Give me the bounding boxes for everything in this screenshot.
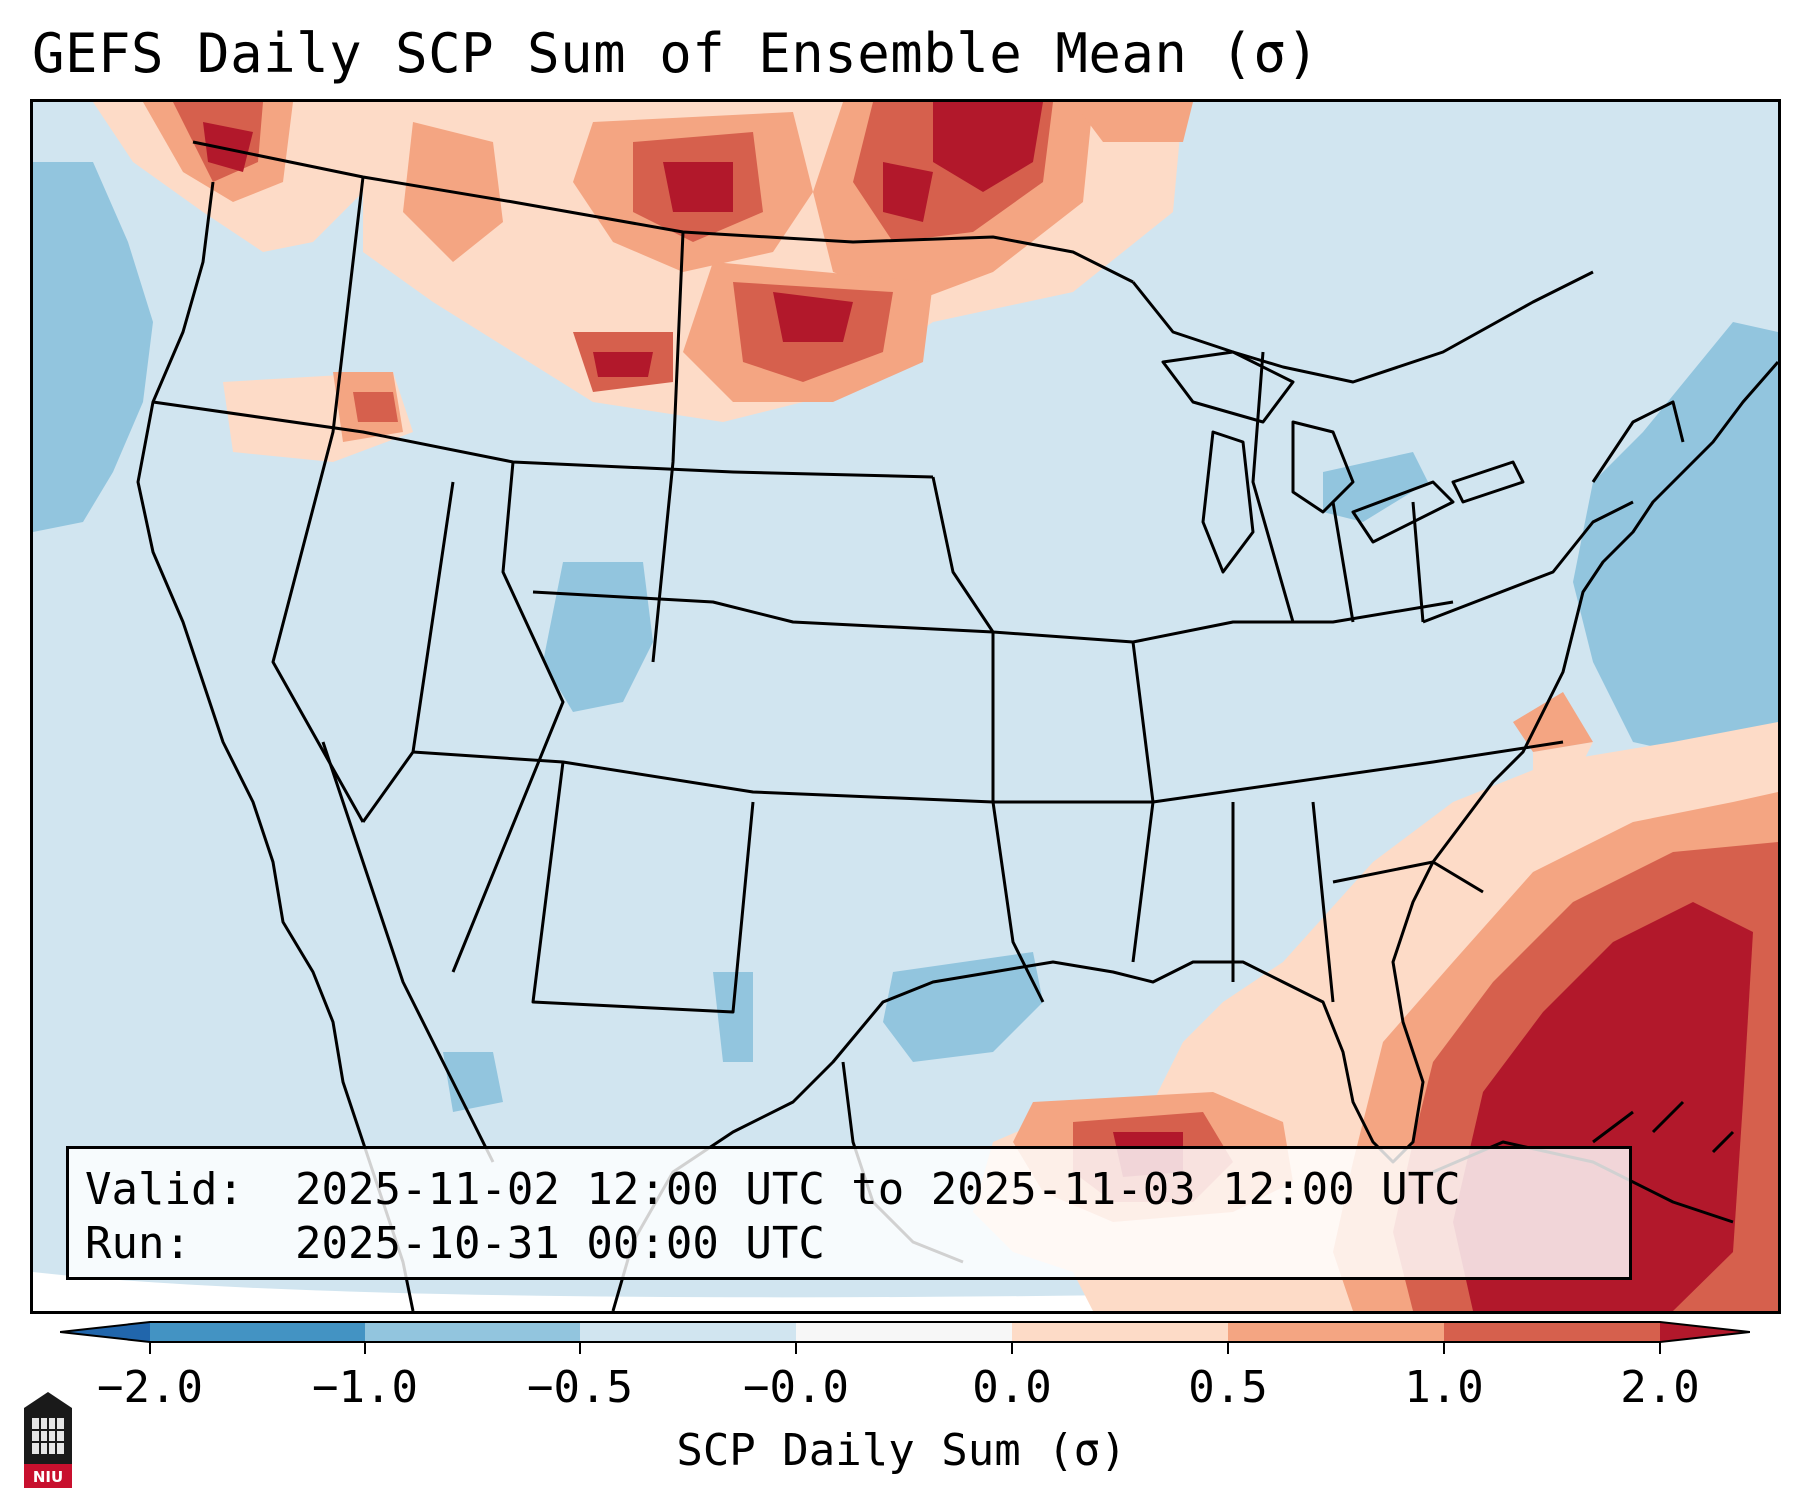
colorbar <box>60 1321 1750 1354</box>
colorado-low-area <box>543 562 653 712</box>
state-line-16 <box>1591 400 1685 483</box>
scp-map <box>33 102 1778 1311</box>
colorbar-bin-5 <box>1012 1322 1228 1342</box>
map-title: GEFS Daily SCP Sum of Ensemble Mean (σ) <box>32 22 1320 85</box>
state-line-15 <box>1332 860 1484 894</box>
valid-value: 2025-11-02 12:00 UTC to 2025-11-03 12:00… <box>295 1164 1461 1215</box>
colorbar-bin-6 <box>1228 1322 1444 1342</box>
canada-border-east <box>1131 270 1594 384</box>
atlantic-low-area <box>1573 322 1778 762</box>
state-line-14 <box>1422 500 1634 624</box>
colorbar-bin-1 <box>150 1322 365 1342</box>
lake-superior <box>1161 350 1295 424</box>
colorbar-over-arrow <box>1660 1322 1750 1342</box>
tick-label: 0.5 <box>1188 1362 1268 1413</box>
baja-coastline <box>321 741 495 1163</box>
run-line: Run: 2025-10-31 00:00 UTC <box>85 1217 1629 1271</box>
gulf-texas-low-area <box>883 952 1043 1062</box>
lake-ontario <box>1451 460 1525 504</box>
logo-text: NIU <box>33 1468 63 1486</box>
state-line-8 <box>531 761 755 1014</box>
valid-line: Valid: 2025-11-02 12:00 UTC to 2025-11-03… <box>85 1163 1629 1217</box>
state-line-9 <box>991 632 1045 1003</box>
map-panel[interactable] <box>30 99 1781 1314</box>
colorbar-bin-3 <box>580 1322 796 1342</box>
colorbar-ticks <box>149 1342 1661 1354</box>
state-line-6 <box>532 590 994 634</box>
lake-erie <box>1351 480 1455 544</box>
mexico-low-area <box>713 972 753 1062</box>
colorbar-bin-4 <box>796 1322 1012 1342</box>
tick-label: −1.0 <box>312 1362 418 1413</box>
state-line-4 <box>451 461 565 973</box>
negative-anomaly-layer <box>33 162 1778 1112</box>
state-line-11 <box>1131 641 1564 804</box>
niu-tower-icon: NIU <box>24 1392 72 1488</box>
state-line-12 <box>1131 801 1335 1003</box>
run-label: Run: <box>85 1218 191 1269</box>
lake-michigan <box>1201 430 1255 574</box>
run-info-box: Valid: 2025-11-02 12:00 UTC to 2025-11-03… <box>66 1146 1632 1280</box>
lake-huron <box>1291 420 1355 514</box>
tick-label: 2.0 <box>1620 1362 1700 1413</box>
tick-label: 1.0 <box>1404 1362 1484 1413</box>
state-line-2 <box>271 176 365 823</box>
canada-border <box>192 140 1134 284</box>
state-line-5 <box>651 231 685 663</box>
colorbar-bin-2 <box>365 1322 580 1342</box>
colorbar-bin-7 <box>1444 1322 1660 1342</box>
tick-label: 0.0 <box>972 1362 1052 1413</box>
colorbar-label: SCP Daily Sum (σ) <box>676 1425 1127 1476</box>
tick-label: −2.0 <box>97 1362 203 1413</box>
colorbar-under-arrow <box>60 1322 150 1342</box>
pacific-low-area <box>33 162 153 532</box>
bahamas-outline <box>1592 1100 1735 1154</box>
tick-label: −0.0 <box>743 1362 849 1413</box>
state-line-7 <box>412 750 1153 804</box>
boundary-lines <box>136 140 1778 1311</box>
baja-low-area <box>443 1052 503 1112</box>
valid-label: Valid: <box>85 1164 244 1215</box>
tick-label: −0.5 <box>527 1362 633 1413</box>
run-value: 2025-10-31 00:00 UTC <box>295 1218 825 1269</box>
